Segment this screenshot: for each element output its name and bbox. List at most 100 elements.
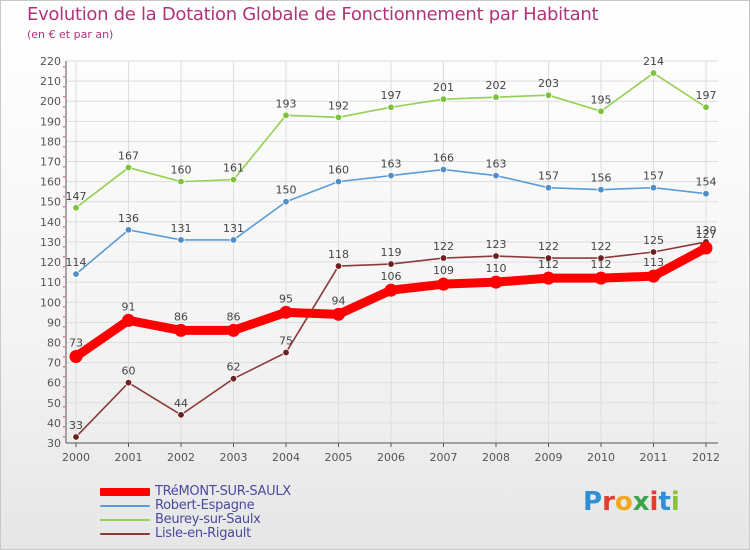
- x-tick-label: 2001: [115, 451, 143, 464]
- data-point-robert-espagne[interactable]: [334, 177, 343, 186]
- data-point-robert-espagne[interactable]: [649, 183, 658, 192]
- data-label-tr-mont-sur-saulx: 112: [591, 258, 612, 271]
- data-label-lisle-en-rigault: 75: [279, 335, 293, 348]
- data-point-beurey-sur-saulx[interactable]: [387, 103, 395, 111]
- data-point-robert-espagne[interactable]: [544, 183, 553, 192]
- legend-label: Robert-Espagne: [155, 498, 255, 513]
- data-point-beurey-sur-saulx[interactable]: [439, 95, 448, 103]
- x-tick-label: 2007: [430, 451, 458, 464]
- data-point-lisle-en-rigault[interactable]: [387, 260, 395, 268]
- data-label-lisle-en-rigault: 62: [227, 361, 241, 374]
- data-point-lisle-en-rigault[interactable]: [229, 374, 238, 383]
- data-point-lisle-en-rigault[interactable]: [334, 262, 343, 270]
- y-tick-label: 50: [47, 397, 61, 410]
- data-point-robert-espagne[interactable]: [597, 185, 605, 194]
- data-label-beurey-sur-saulx: 167: [118, 150, 139, 163]
- series-layer: [69, 69, 713, 441]
- x-tick-label: 2004: [272, 451, 300, 464]
- data-point-beurey-sur-saulx[interactable]: [597, 107, 605, 115]
- data-point-beurey-sur-saulx[interactable]: [649, 69, 658, 77]
- data-label-lisle-en-rigault: 122: [591, 240, 612, 253]
- data-label-robert-espagne: 160: [328, 164, 349, 177]
- data-point-lisle-en-rigault[interactable]: [597, 254, 605, 262]
- data-label-lisle-en-rigault: 33: [69, 419, 83, 432]
- y-tick-label: 40: [47, 417, 61, 430]
- x-tick-label: 2011: [640, 451, 668, 464]
- y-tick-label: 160: [40, 176, 61, 189]
- data-point-beurey-sur-saulx[interactable]: [702, 103, 710, 111]
- data-point-lisle-en-rigault[interactable]: [124, 378, 133, 387]
- x-tick-label: 2005: [325, 451, 353, 464]
- data-point-lisle-en-rigault[interactable]: [282, 348, 290, 357]
- chart-subtitle: (en € et par an): [27, 28, 114, 41]
- logo-letter: i: [649, 487, 659, 517]
- data-point-tr-mont-sur-saulx[interactable]: [384, 283, 398, 297]
- grid-lines: [66, 60, 718, 444]
- data-point-lisle-en-rigault[interactable]: [649, 248, 658, 256]
- data-point-robert-espagne[interactable]: [439, 165, 448, 174]
- data-point-beurey-sur-saulx[interactable]: [177, 177, 185, 186]
- y-tick-label: 200: [40, 95, 61, 108]
- data-point-tr-mont-sur-saulx[interactable]: [594, 271, 608, 285]
- y-tick-label: 70: [47, 357, 61, 370]
- data-point-tr-mont-sur-saulx[interactable]: [542, 271, 555, 285]
- data-label-beurey-sur-saulx: 202: [486, 79, 507, 92]
- data-label-robert-espagne: 157: [538, 170, 559, 183]
- data-point-tr-mont-sur-saulx[interactable]: [69, 350, 83, 364]
- data-label-robert-espagne: 156: [591, 172, 612, 185]
- data-point-lisle-en-rigault[interactable]: [439, 254, 448, 262]
- data-label-tr-mont-sur-saulx: 110: [486, 262, 507, 275]
- y-tick-label: 210: [40, 75, 61, 88]
- data-point-robert-espagne[interactable]: [229, 236, 238, 244]
- y-tick-label: 220: [40, 55, 61, 68]
- data-point-lisle-en-rigault[interactable]: [72, 433, 80, 441]
- data-point-beurey-sur-saulx[interactable]: [282, 111, 290, 119]
- x-tick-label: 2003: [220, 451, 248, 464]
- data-label-beurey-sur-saulx: 195: [591, 93, 612, 106]
- data-label-tr-mont-sur-saulx: 91: [122, 300, 136, 313]
- legend-label: TRéMONT-SUR-SAULX: [155, 484, 291, 499]
- y-tick-label: 80: [47, 336, 61, 349]
- data-point-robert-espagne[interactable]: [124, 226, 133, 234]
- data-point-robert-espagne[interactable]: [177, 236, 185, 244]
- data-label-beurey-sur-saulx: 193: [276, 97, 297, 110]
- data-point-beurey-sur-saulx[interactable]: [492, 93, 500, 101]
- data-point-tr-mont-sur-saulx[interactable]: [699, 241, 713, 255]
- data-label-robert-espagne: 114: [66, 256, 87, 269]
- data-point-tr-mont-sur-saulx[interactable]: [332, 307, 345, 321]
- data-label-tr-mont-sur-saulx: 94: [332, 294, 346, 307]
- data-label-tr-mont-sur-saulx: 109: [433, 264, 454, 277]
- data-point-robert-espagne[interactable]: [702, 189, 710, 198]
- data-point-robert-espagne[interactable]: [282, 198, 290, 206]
- data-point-tr-mont-sur-saulx[interactable]: [647, 269, 660, 283]
- data-point-robert-espagne[interactable]: [72, 270, 80, 278]
- y-tick-label: 150: [40, 196, 61, 209]
- data-point-tr-mont-sur-saulx[interactable]: [279, 305, 293, 319]
- data-point-robert-espagne[interactable]: [387, 171, 395, 180]
- data-point-tr-mont-sur-saulx[interactable]: [489, 275, 503, 289]
- legend-label: Lisle-en-Rigault: [155, 526, 251, 541]
- x-tick-label: 2012: [692, 451, 720, 464]
- data-label-beurey-sur-saulx: 214: [643, 55, 664, 68]
- data-point-beurey-sur-saulx[interactable]: [229, 175, 238, 184]
- data-point-lisle-en-rigault[interactable]: [544, 254, 553, 262]
- data-label-tr-mont-sur-saulx: 86: [227, 310, 241, 323]
- data-point-tr-mont-sur-saulx[interactable]: [227, 323, 240, 337]
- data-point-tr-mont-sur-saulx[interactable]: [122, 313, 135, 327]
- data-point-robert-espagne[interactable]: [492, 171, 500, 180]
- data-point-beurey-sur-saulx[interactable]: [334, 113, 343, 121]
- data-label-robert-espagne: 150: [276, 184, 297, 197]
- data-label-beurey-sur-saulx: 147: [66, 190, 87, 203]
- data-label-tr-mont-sur-saulx: 95: [279, 292, 293, 305]
- data-point-tr-mont-sur-saulx[interactable]: [437, 277, 450, 291]
- y-tick-label: 60: [47, 377, 61, 390]
- data-point-beurey-sur-saulx[interactable]: [72, 204, 80, 212]
- data-point-beurey-sur-saulx[interactable]: [544, 91, 553, 99]
- data-point-lisle-en-rigault[interactable]: [177, 411, 185, 419]
- data-point-beurey-sur-saulx[interactable]: [124, 163, 133, 172]
- logo-letter: o: [614, 487, 633, 517]
- data-label-lisle-en-rigault: 122: [433, 240, 454, 253]
- data-point-lisle-en-rigault[interactable]: [492, 252, 500, 260]
- data-point-tr-mont-sur-saulx[interactable]: [174, 323, 188, 337]
